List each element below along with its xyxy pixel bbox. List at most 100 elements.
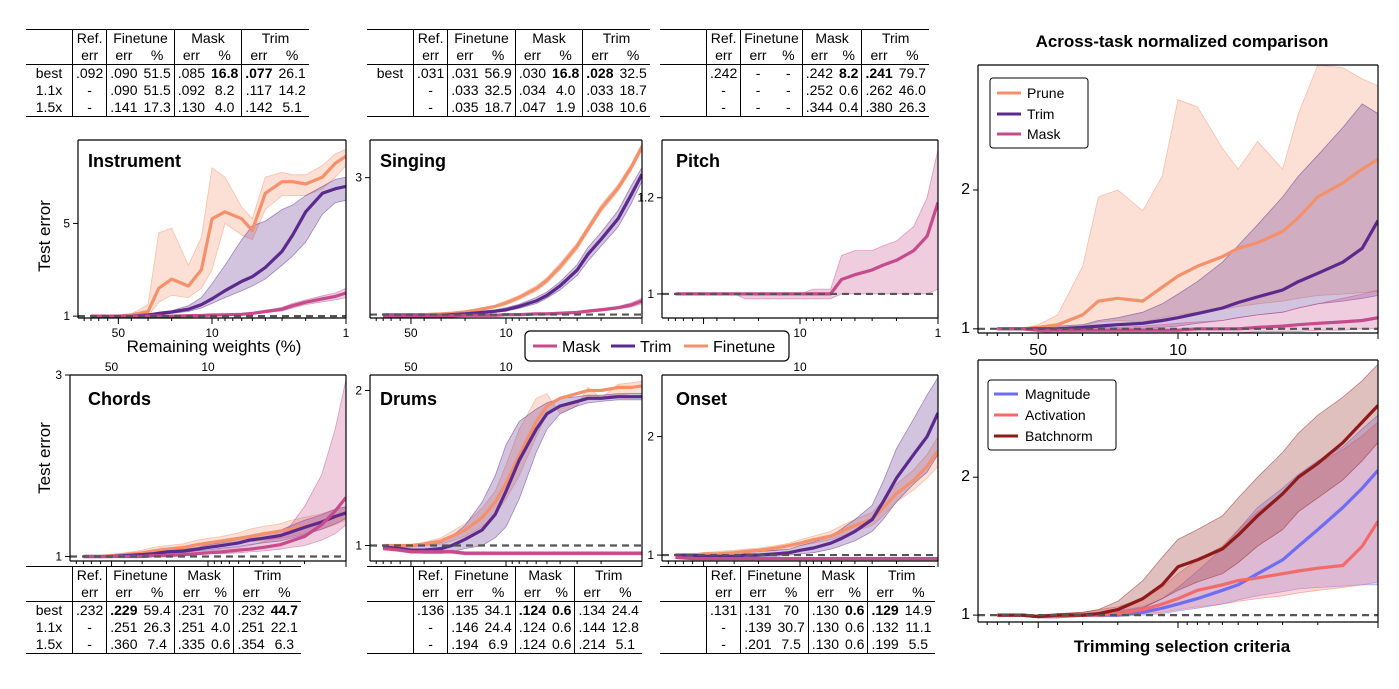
table-subheader: err — [447, 584, 482, 602]
y-tick-label: 1 — [63, 309, 70, 323]
table-header-finetune: Finetune — [106, 566, 175, 584]
table-cell: 8.2 — [208, 82, 243, 99]
table-header-ref: Ref. — [706, 566, 742, 584]
table-cell: 51.5 — [140, 64, 175, 82]
y-tick-label: 1 — [647, 287, 654, 301]
table-cell: 0.6 — [549, 601, 576, 619]
table-cell: .030 — [518, 65, 546, 81]
table-subheader: err — [72, 47, 108, 65]
chart-panel-chords: 50 10 1 3 Chords — [55, 360, 347, 567]
table-cell: - — [72, 636, 108, 654]
plot-area — [370, 380, 642, 556]
table-subheader: % — [481, 47, 516, 65]
table-cell: 4.0 — [549, 82, 584, 99]
x-tick-label: 50 — [404, 360, 418, 374]
y-tick-label: 1 — [961, 320, 970, 337]
table-cell: 7.5 — [774, 636, 809, 654]
table-corner — [26, 29, 73, 47]
table-cell: 70 — [774, 601, 809, 619]
chart-panel-pitch: 10 1 1 1.2 Pitch — [637, 139, 942, 340]
table-subheader: % — [835, 47, 863, 65]
table-corner — [660, 29, 707, 47]
table-subheader: % — [140, 47, 175, 65]
table-subheader: % — [774, 584, 809, 602]
table-subheader: % — [481, 584, 516, 602]
results-table-drums: Ref. Finetune Mask Trim err err% err% err% .136.… — [367, 566, 642, 654]
table-cell: .380 — [861, 99, 896, 117]
table-subheader: % — [208, 47, 243, 65]
table-header-finetune: Finetune — [447, 29, 516, 47]
table-subheader: % — [549, 47, 584, 65]
x-tick-label: 10 — [499, 360, 513, 374]
table-corner — [660, 566, 707, 584]
table-cell: 0.6 — [835, 82, 863, 99]
table-cell: .033 — [586, 82, 614, 98]
table-cell: 79.7 — [898, 65, 926, 81]
table-header-trim: Trim — [574, 566, 642, 584]
chart-panel-trimming-selection-criteria: 12 — [961, 359, 1379, 628]
series-line-trim — [383, 173, 642, 317]
table-cell: .251 — [177, 619, 205, 635]
results-table-instrument: Ref. Finetune Mask Trim err err% err% err% best.… — [26, 29, 309, 117]
table-cell: 30.7 — [774, 619, 809, 636]
table-corner — [26, 566, 73, 584]
band-finetune — [383, 380, 642, 546]
table-header-trim: Trim — [867, 566, 935, 584]
chart-panel-instrument: 50 10 1 1 5 Instrument — [63, 139, 350, 340]
row-label — [367, 82, 414, 99]
table-cell: .035 — [447, 99, 482, 117]
table-cell: 5.1 — [608, 636, 642, 654]
row-label — [660, 619, 707, 636]
table-cell: 14.9 — [904, 602, 932, 618]
ylabel-top: Test error — [35, 200, 54, 272]
table-subheader: err — [706, 584, 742, 602]
table-cell: 4.0 — [208, 619, 235, 636]
panel-title: Singing — [380, 151, 446, 171]
table-row: .136.135 34.1.124 0.6.134 24.4 — [367, 601, 642, 619]
table-subheader: % — [549, 584, 576, 602]
table-cell: .241 — [865, 65, 893, 81]
x-tick-label: 50 — [112, 326, 126, 340]
table-cell: .251 — [110, 619, 138, 635]
table-cell: .124 — [518, 602, 546, 618]
table-cell: .031 — [451, 65, 479, 81]
table-cell: 34.1 — [481, 601, 516, 619]
series-line-prune — [997, 158, 1378, 331]
table-header-trim: Trim — [233, 566, 301, 584]
panel-title: Drums — [380, 389, 437, 409]
table-cell: 26.1 — [278, 65, 306, 81]
table-cell: 18.7 — [619, 82, 647, 98]
table-cell: .141 — [106, 99, 141, 117]
table-cell: .090 — [110, 82, 138, 98]
table-subheader: % — [208, 584, 235, 602]
series-line-mask — [383, 299, 642, 318]
table-header-mask: Mask — [515, 29, 584, 47]
table-cell: - — [72, 82, 108, 99]
results-table-onset: Ref. Finetune Mask Trim err err% err% err% .131.… — [660, 566, 935, 654]
table-cell: .194 — [447, 636, 482, 654]
chart-panel-across-task-normalized-comparison: 50 10 1 2 — [961, 64, 1379, 359]
table-cell: 0.4 — [835, 99, 863, 117]
legend-batchnorm: Batchnorm — [1025, 428, 1093, 444]
table-cell: .130 — [811, 619, 839, 635]
y-tick-label: 3 — [355, 171, 362, 185]
chart-panel-drums: 50 10 1 2 Drums — [355, 360, 643, 567]
table-cell: .092 — [72, 64, 108, 82]
table-corner — [367, 29, 414, 47]
table-cell: 0.6 — [842, 619, 869, 636]
y-tick-label: 2 — [647, 430, 654, 444]
table-header-ref: Ref. — [413, 566, 449, 584]
series-line-mask — [91, 291, 346, 318]
results-table-chords: Ref. Finetune Mask Trim err err% err% err% best.… — [26, 566, 301, 654]
x-tick-label: 10 — [205, 326, 219, 340]
table-cell: 5.1 — [275, 99, 309, 117]
table-cell: .047 — [515, 99, 549, 117]
row-label: 1.5x — [26, 99, 73, 117]
panel-title: Chords — [88, 389, 151, 409]
table-cell: .344 — [802, 99, 836, 117]
table-cell: .360 — [106, 636, 141, 654]
table-subheader: err — [515, 584, 549, 602]
table-cell: .142 — [241, 99, 276, 117]
table-row: - .139 30.7.130 0.6.132 11.1 — [660, 619, 935, 636]
table-cell: .124 — [515, 636, 549, 654]
